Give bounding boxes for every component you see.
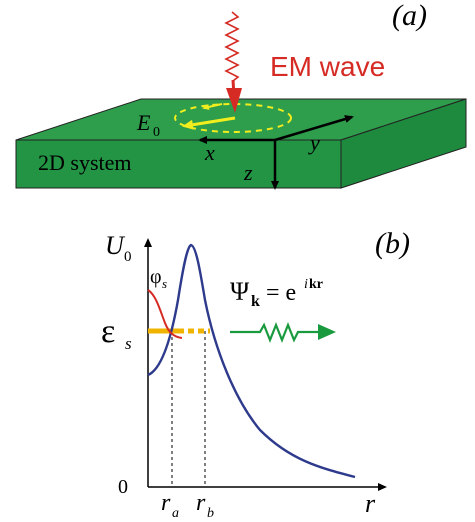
- panel-b-label: (b): [375, 227, 410, 260]
- panel-b: (b) U 0 ε s 0 r r a r b φ s Ψ k = e: [101, 227, 410, 521]
- y-label-top: U: [105, 231, 126, 260]
- bound-state-curve: [147, 289, 183, 339]
- panel-a: (a) x y z 2D system E 0 EM wave: [15, 0, 467, 190]
- plane-wave-exp-i: i: [304, 277, 308, 292]
- em-wave-zigzag: [224, 11, 240, 82]
- bound-state-label: φ: [150, 266, 162, 288]
- slab-side-face: [340, 98, 467, 189]
- plane-wave-line: [230, 322, 320, 343]
- bound-state-label-subscript: s: [162, 276, 167, 291]
- field-label: E: [136, 110, 151, 135]
- plane-wave-k: k: [251, 293, 260, 310]
- tick-label-ra: r: [161, 490, 171, 516]
- y-label-energy: ε: [101, 313, 115, 350]
- x-axis-label: r: [365, 489, 376, 518]
- y-label-zero: 0: [118, 476, 128, 498]
- system-label: 2D system: [38, 150, 132, 175]
- potential-curve: [147, 243, 356, 479]
- panel-a-label: (a): [392, 0, 427, 32]
- plane-wave-arrowhead: [318, 324, 336, 340]
- em-wave-arrowhead: [226, 88, 242, 113]
- plane-wave-equals: = e: [266, 280, 296, 306]
- field-circle: [174, 103, 292, 133]
- y-label-energy-subscript: s: [125, 334, 132, 353]
- tick-label-rb: r: [196, 490, 206, 516]
- tick-label-rb-subscript: b: [207, 506, 214, 521]
- plane-wave-psi: Ψ: [230, 277, 250, 306]
- plane-wave-exp-kr: kr: [309, 277, 323, 292]
- y-axis-arrow: [274, 115, 354, 142]
- field-label-subscript: 0: [153, 125, 160, 140]
- field-rotation-arrow: [202, 103, 223, 110]
- y-label-top-subscript: 0: [124, 249, 132, 265]
- em-wave-label: EM wave: [270, 51, 385, 82]
- axis-z-label: z: [243, 160, 253, 185]
- tick-label-ra-subscript: a: [172, 506, 179, 521]
- axis-y-label: y: [308, 130, 320, 155]
- field-vector-arrow: [182, 116, 236, 130]
- axis-x-label: x: [204, 140, 215, 165]
